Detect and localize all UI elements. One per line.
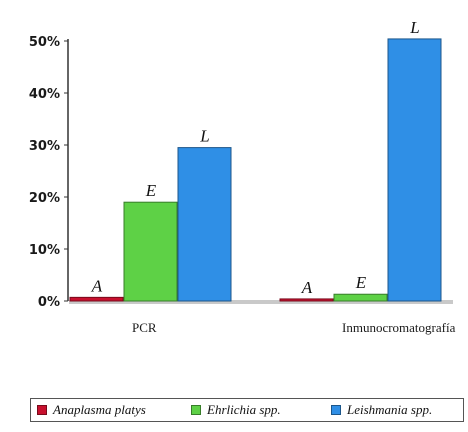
bar (123, 201, 178, 302)
bar-chart: 0% 10% 20% 30% 40% 50% A E L PCR A E L Inmunocromatog… (29, 18, 456, 335)
bar-data-label: L (199, 127, 209, 146)
legend-item: Anaplasma platys (37, 402, 146, 418)
legend-swatch (37, 405, 47, 415)
bar (69, 296, 124, 302)
y-tick-label: 50% (29, 35, 60, 50)
x-tick-label: Inmunocromatografía (342, 320, 456, 335)
bar (333, 293, 388, 302)
bar-data-label: L (409, 18, 419, 37)
y-tick-label: 10% (29, 243, 60, 258)
y-tick-label: 40% (29, 87, 60, 102)
y-tick-label: 0% (38, 295, 60, 310)
legend-label: Anaplasma platys (53, 402, 146, 417)
legend-item: Leishmania spp. (331, 402, 432, 418)
legend-item: Ehrlichia spp. (191, 402, 281, 418)
legend-swatch (191, 405, 201, 415)
x-tick-label: PCR (132, 320, 157, 335)
legend-swatch (331, 405, 341, 415)
bar-data-label: E (355, 273, 367, 292)
bar-data-label: A (301, 278, 313, 297)
y-tick-label: 30% (29, 139, 60, 154)
legend-label: Leishmania spp. (347, 402, 433, 417)
legend: Anaplasma platys Ehrlichia spp. Leishmania… (30, 398, 464, 422)
legend-label: Ehrlichia spp. (207, 402, 281, 417)
bar-data-label: E (145, 181, 157, 200)
bar (279, 298, 334, 302)
chart-floor (69, 300, 453, 304)
y-tick-label: 20% (29, 191, 60, 206)
bar-data-label: A (91, 276, 103, 295)
bar (387, 38, 442, 302)
bar (177, 147, 232, 302)
